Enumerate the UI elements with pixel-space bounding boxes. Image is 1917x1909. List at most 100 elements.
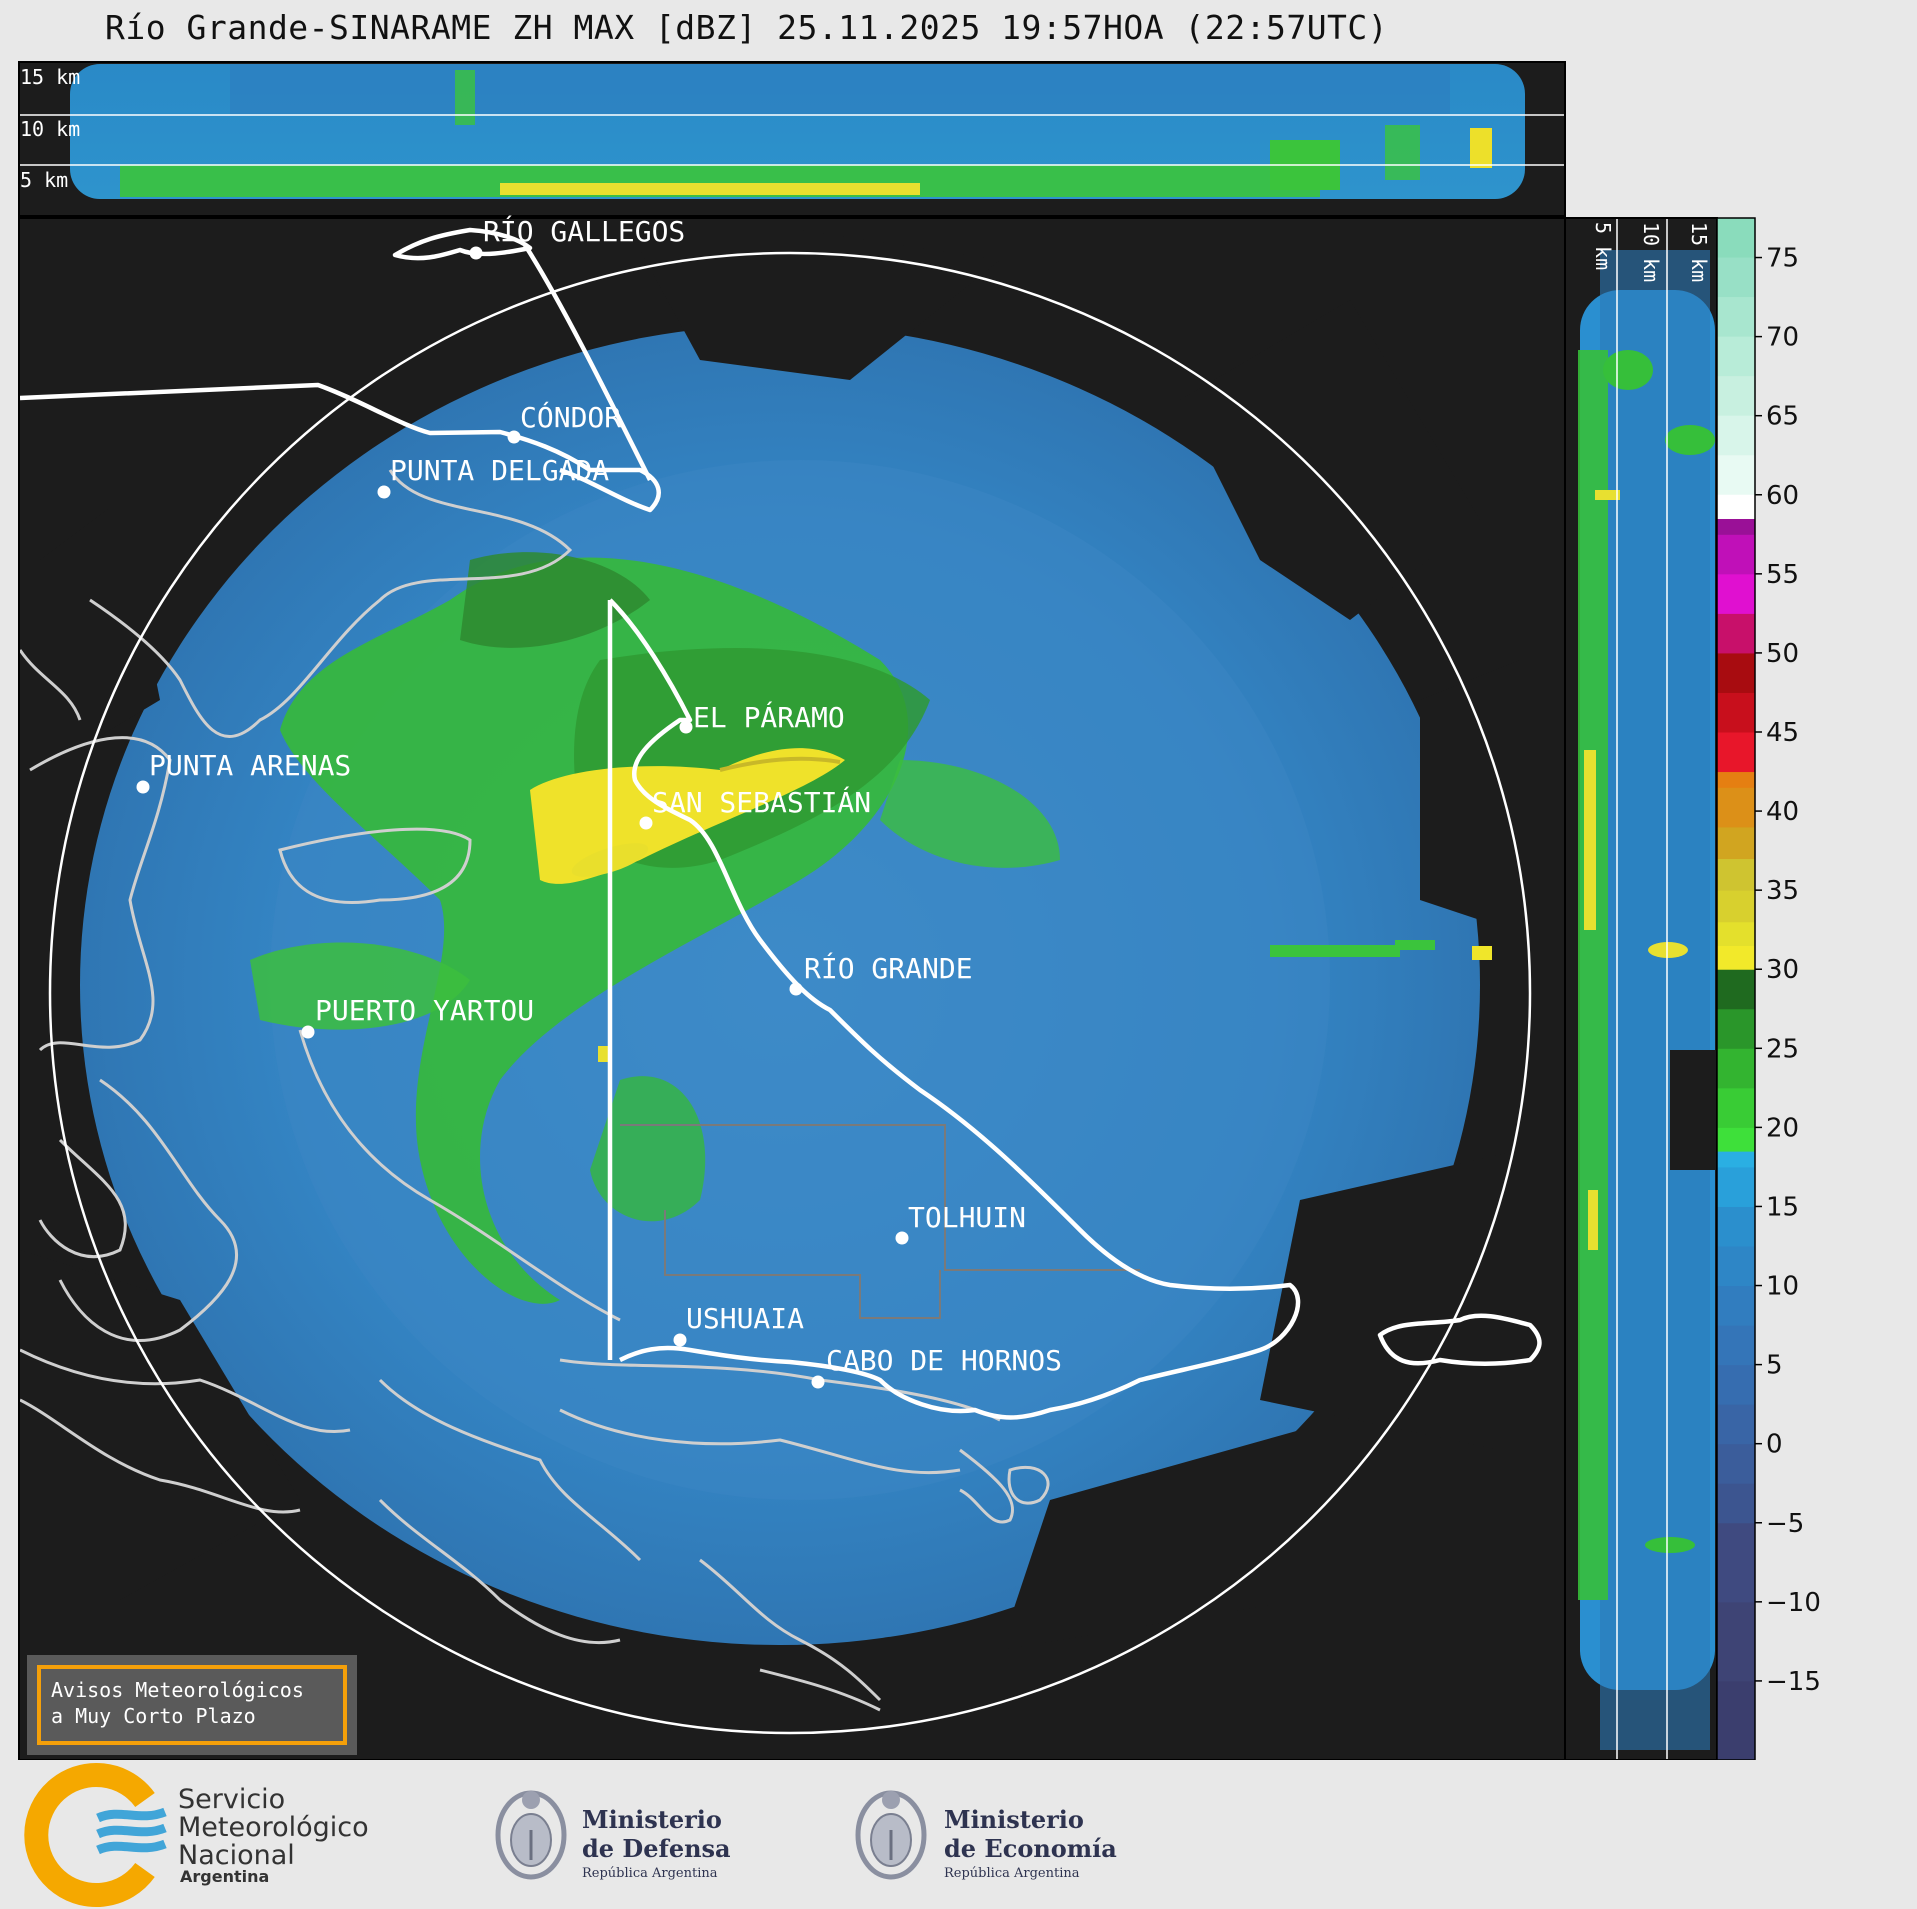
colorbar-tick-label: 45: [1766, 718, 1799, 748]
place-label-puerto-yartou: PUERTO YARTOU: [315, 994, 534, 1027]
place-marker-tolhuin: [895, 1231, 909, 1245]
defensa-line1: Ministerio: [582, 1805, 722, 1834]
smn-logo: Servicio Meteorológico Nacional Argentin…: [24, 1763, 369, 1907]
right-height-label-10: 10 km: [1639, 222, 1663, 282]
place-label-san-sebastian: SAN SEBASTIÁN: [652, 785, 871, 819]
top-height-label-5: 5 km: [20, 168, 68, 192]
colorbar-segment: [1717, 1680, 1755, 1760]
colorbar-tick-label: 35: [1766, 876, 1799, 906]
smn-line2: Meteorológico: [178, 1812, 369, 1843]
colorbar-segment: [1717, 415, 1755, 456]
place-marker-condor: [507, 430, 521, 444]
place-label-punta-delgada: PUNTA DELGADA: [390, 454, 609, 487]
colorbar-segment: [1717, 1522, 1755, 1603]
place-labels: RÍO GALLEGOS CÓNDOR PUNTA DELGADA EL PÁRAMO…: [136, 214, 1062, 1389]
warning-box: Avisos Meteorológicos a Muy Corto Plazo: [27, 1655, 357, 1755]
colorbar-segment: [1717, 613, 1755, 654]
colorbar-segment: [1717, 1206, 1755, 1247]
place-label-tolhuin: TOLHUIN: [908, 1201, 1026, 1234]
smn-line1: Servicio: [178, 1784, 285, 1815]
colorbar-tick-label: 25: [1766, 1034, 1799, 1064]
colorbar-tick-label: 55: [1766, 560, 1799, 590]
right-height-label-15: 15 km: [1687, 222, 1711, 282]
colorbar-segment: [1717, 218, 1755, 259]
place-marker-puerto-yartou: [301, 1025, 315, 1039]
colorbar-tick-label: 50: [1766, 639, 1799, 669]
colorbar-tick-label: 0: [1766, 1430, 1783, 1460]
colorbar-segment: [1717, 921, 1755, 947]
main-radar-panel: RÍO GALLEGOS CÓNDOR PUNTA DELGADA EL PÁRAMO…: [18, 214, 1566, 1760]
place-marker-rio-gallegos: [469, 246, 483, 260]
defensa-line3: República Argentina: [582, 1866, 718, 1881]
economia-logo: Ministerio de Economía República Argenti…: [855, 1790, 1117, 1881]
economia-line1: Ministerio: [944, 1805, 1084, 1834]
department-boundaries: [620, 1124, 1140, 1319]
smn-line3: Nacional: [178, 1840, 295, 1871]
colorbar-segment: [1717, 1483, 1755, 1524]
top-height-label-15: 15 km: [20, 65, 80, 89]
colorbar-segment: [1717, 1364, 1755, 1405]
colorbar-segment: [1717, 1285, 1755, 1326]
colorbar-tick-label: 40: [1766, 797, 1799, 827]
smn-line4: Argentina: [180, 1867, 269, 1886]
colorbar-segment: [1717, 336, 1755, 377]
colorbar-segment: [1717, 1048, 1755, 1089]
colorbar-segment: [1717, 1087, 1755, 1128]
radar-map: 15 km 10 km 5 km: [18, 61, 1821, 1760]
colorbar-tick-label: 60: [1766, 481, 1799, 511]
place-label-rio-grande: RÍO GRANDE: [804, 951, 973, 985]
top-cross-section: 15 km 10 km 5 km: [18, 61, 1566, 217]
colorbar-segment: [1717, 890, 1755, 923]
colorbar-segment: [1717, 732, 1755, 773]
colorbar-tick-label: −5: [1766, 1509, 1804, 1539]
colorbar-segment: [1717, 826, 1755, 860]
colorbar-tick-label: 70: [1766, 323, 1799, 353]
colorbar-segment: [1717, 1601, 1755, 1682]
coastlines: [20, 469, 1050, 1712]
place-label-condor: CÓNDOR: [520, 400, 621, 434]
place-label-punta-arenas: PUNTA ARENAS: [149, 749, 351, 782]
colorbar-tick-label: −10: [1766, 1588, 1821, 1618]
colorbar-segment: [1717, 1246, 1755, 1287]
economia-line3: República Argentina: [944, 1866, 1080, 1881]
colorbar-tick-label: 20: [1766, 1113, 1799, 1143]
colorbar-segment: [1717, 494, 1755, 519]
colorbar-segment: [1717, 518, 1755, 535]
colorbar-segment: [1717, 534, 1755, 575]
colorbar-segment: [1717, 297, 1755, 338]
colorbar-tick-label: 30: [1766, 955, 1799, 985]
place-marker-ushuaia: [673, 1333, 687, 1347]
map-title: Río Grande-SINARAME ZH MAX [dBZ] 25.11.2…: [105, 8, 1389, 47]
colorbar-segment: [1717, 969, 1755, 1010]
colorbar-tick-label: 10: [1766, 1272, 1799, 1302]
colorbar-frame: [1716, 217, 1756, 1760]
economia-line2: de Economía: [944, 1834, 1117, 1863]
colorbar-tick-label: 65: [1766, 402, 1799, 432]
colorbar-segment: [1717, 692, 1755, 733]
place-marker-el-paramo: [679, 720, 693, 734]
colorbar-tick-label: 15: [1766, 1192, 1799, 1222]
right-cross-section: 5 km 10 km 15 km: [1564, 217, 1718, 1760]
colorbar-segment: [1717, 1443, 1755, 1484]
warning-line1: Avisos Meteorológicos: [51, 1678, 304, 1702]
colorbar-segment: [1717, 1404, 1755, 1445]
colorbar-segment: [1717, 652, 1755, 693]
place-marker-punta-arenas: [136, 780, 150, 794]
place-label-ushuaia: USHUAIA: [686, 1302, 804, 1335]
defensa-line2: de Defensa: [582, 1834, 731, 1863]
colorbar-segment: [1717, 787, 1755, 828]
colorbar-tick-label: 5: [1766, 1351, 1783, 1381]
warning-line2: a Muy Corto Plazo: [51, 1704, 256, 1728]
colorbar-segment: [1717, 1166, 1755, 1207]
right-height-label-5: 5 km: [1591, 222, 1615, 270]
place-label-cabo-de-hornos: CABO DE HORNOS: [826, 1344, 1062, 1377]
smn-emblem-icon: [24, 1763, 167, 1907]
place-label-rio-gallegos: RÍO GALLEGOS: [483, 214, 685, 248]
warning-box-border: [37, 1665, 347, 1745]
colorbar-segment: [1717, 1008, 1755, 1049]
colorbar-segment: [1717, 376, 1755, 417]
colorbar-segment: [1717, 945, 1755, 970]
colorbar-segment: [1717, 1127, 1755, 1152]
borders: [20, 227, 1542, 1420]
place-marker-punta-delgada: [377, 485, 391, 499]
